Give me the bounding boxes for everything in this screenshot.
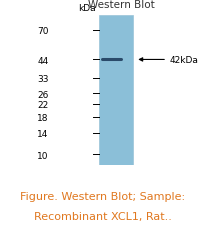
- Text: kDa: kDa: [78, 4, 96, 13]
- Text: Figure. Western Blot; Sample:: Figure. Western Blot; Sample:: [20, 191, 186, 201]
- Bar: [99, 16, 133, 165]
- Text: 42kDa: 42kDa: [169, 56, 198, 65]
- Text: Western Blot: Western Blot: [88, 0, 155, 10]
- Text: Recombinant XCL1, Rat..: Recombinant XCL1, Rat..: [34, 211, 172, 221]
